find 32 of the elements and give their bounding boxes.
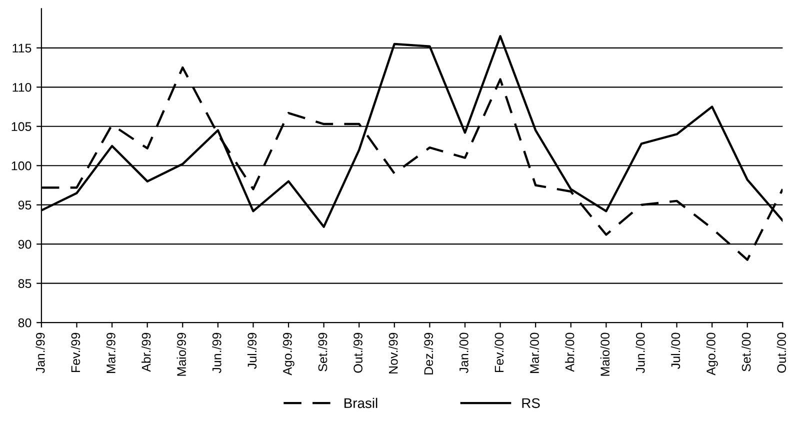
y-tick-label: 100	[12, 161, 32, 170]
y-tick-label: 115	[12, 44, 32, 53]
x-tick-label: Fev./99	[70, 332, 80, 372]
y-tick-label: 110	[12, 82, 32, 92]
x-tick-label: Set./99	[318, 332, 328, 372]
x-tick-label: Maio/00	[600, 332, 610, 376]
y-tick-label: 90	[18, 240, 32, 249]
x-tick-label: Mar./99	[106, 332, 116, 373]
y-tick-label: 95	[18, 200, 32, 210]
x-tick-label: Abr./00	[565, 332, 574, 372]
x-tick-label: Out./00	[776, 332, 786, 373]
y-tick-label: 85	[18, 279, 32, 288]
x-tick-label: Fev./00	[494, 332, 504, 372]
x-tick-label: Dez./99	[424, 332, 434, 374]
x-tick-label: Set./00	[742, 332, 751, 372]
x-tick-label: Jul./99	[247, 332, 257, 369]
x-tick-label: Jan./00	[459, 332, 468, 374]
legend-label: Brasil	[344, 398, 378, 408]
x-tick-label: Jul./00	[670, 332, 680, 369]
x-tick-label: Ago./00	[706, 332, 718, 376]
x-tick-label: Mar./00	[530, 332, 539, 373]
x-tick-label: Jun./00	[636, 332, 645, 374]
x-tick-label: Maio/99	[176, 332, 186, 376]
x-tick-label: Abr./99	[142, 332, 151, 372]
x-tick-label: Jan./99	[36, 332, 45, 374]
legend-label: RS	[522, 398, 540, 408]
x-tick-label: Jun./99	[212, 332, 222, 374]
y-tick-label: 80	[18, 318, 32, 328]
x-tick-label: Out./99	[353, 332, 362, 373]
x-tick-label: Ago./99	[282, 332, 294, 376]
x-tick-label: Nov./99	[388, 332, 398, 374]
y-tick-label: 105	[12, 122, 32, 132]
